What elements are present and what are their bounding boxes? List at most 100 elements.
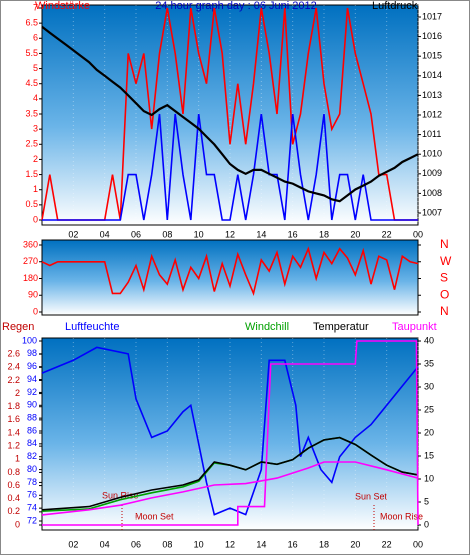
tick-label: 76 [27,490,37,500]
tick-label: 1011 [422,129,441,139]
series-line [41,436,419,511]
annotation: Moon Set [135,511,174,521]
annotation: Sun Rise [102,490,139,500]
tick-label: 82 [27,451,37,461]
tick-label: 360 [23,239,38,249]
tick-label: 1009 [422,168,442,178]
x-tick-label: 18 [319,539,329,549]
chart-title: 24 hour graph day : 06 Juni 2012 [155,0,316,12]
tick-label: 86 [27,425,37,435]
x-tick-label: 14 [256,539,266,549]
tick-label: 90 [27,400,37,410]
tick-label: 20 [424,427,434,437]
tick-label: 4 [33,93,38,103]
x-tick-label: 00 [413,539,423,549]
tick-label: 10 [424,473,434,483]
x-tick-label: 18 [319,229,329,239]
tick-label: 40 [424,335,434,345]
tick-label: 7 [33,2,38,12]
legend-entry: Taupunkt [392,321,437,333]
tick-label: 30 [424,381,434,391]
tick-label: 1010 [422,149,442,159]
tick-label: 96 [27,361,37,371]
tick-label: 2.6 [7,349,20,359]
tick-label: 2.4 [7,362,20,372]
tick-label: 25 [424,404,434,414]
tick-label: 78 [27,477,37,487]
tick-label: 1012 [422,109,442,119]
x-tick-label: 00 [413,229,423,239]
x-tick-label: 20 [350,539,360,549]
tick-label: 15 [424,450,434,460]
x-tick-label: 22 [382,539,392,549]
annotation: Moon Rise [380,511,423,521]
tick-label: 5 [33,63,38,73]
tick-label: 1 [33,184,38,194]
panel-wind [41,4,419,226]
x-tick-label: 06 [131,229,141,239]
tick-label: 3 [33,124,38,134]
x-tick-label: 16 [288,539,298,549]
tick-label: 1 [15,454,20,464]
y-label: Windstärke [35,0,90,12]
tick-label: 1013 [422,90,442,100]
legend-entry: Luftfeuchte [65,321,119,333]
x-tick-label: 16 [288,229,298,239]
x-tick-label: 20 [350,229,360,239]
tick-label: 4.5 [25,78,38,88]
x-tick-label: 10 [194,229,204,239]
y-label: Regen [2,321,34,333]
tick-label: 80 [27,464,37,474]
tick-label: 3.5 [25,108,38,118]
tick-label: 1.4 [7,427,20,437]
series-line [42,113,418,221]
tick-label: 0.2 [7,506,20,516]
tick-label: O [440,287,449,301]
tick-label: 1017 [422,11,442,21]
tick-label: 100 [22,335,37,345]
tick-label: N [440,304,449,318]
series-line [41,246,419,296]
tick-label: 0 [424,519,429,529]
tick-label: 84 [27,438,37,448]
tick-label: 0 [15,519,20,529]
tick-label: 2 [15,388,20,398]
tick-label: 88 [27,413,37,423]
x-tick-label: 12 [225,539,235,549]
y2-label: Luftdruck [372,0,418,12]
tick-label: 90 [28,290,38,300]
tick-label: S [440,271,448,285]
tick-label: 1.8 [7,401,20,411]
tick-label: 1.2 [7,441,20,451]
x-tick-label: 08 [162,229,172,239]
tick-label: 0.8 [7,467,20,477]
tick-label: W [440,254,452,268]
series-line [41,461,419,516]
tick-label: 0.5 [25,199,38,209]
x-tick-label: 06 [131,539,141,549]
tick-label: 6 [33,33,38,43]
tick-label: 2.2 [7,375,20,385]
tick-label: 0.4 [7,493,20,503]
tick-label: 1008 [422,188,442,198]
tick-label: 1015 [422,51,442,61]
x-tick-label: 04 [100,539,110,549]
x-tick-label: 22 [382,229,392,239]
tick-label: 35 [424,358,434,368]
series-line [42,340,419,526]
tick-label: 180 [23,273,38,283]
x-tick-label: 02 [68,539,78,549]
tick-label: 1.6 [7,414,20,424]
tick-label: 72 [27,515,37,525]
tick-label: 1014 [422,70,442,80]
legend-entry: Temperatur [313,321,369,333]
x-tick-label: 10 [194,539,204,549]
tick-label: 1007 [422,207,442,217]
x-tick-label: 12 [225,229,235,239]
tick-label: 0 [33,306,38,316]
tick-label: 1.5 [25,169,38,179]
tick-label: 5 [424,496,429,506]
panel-climate [41,337,419,531]
tick-label: 2.5 [25,139,38,149]
